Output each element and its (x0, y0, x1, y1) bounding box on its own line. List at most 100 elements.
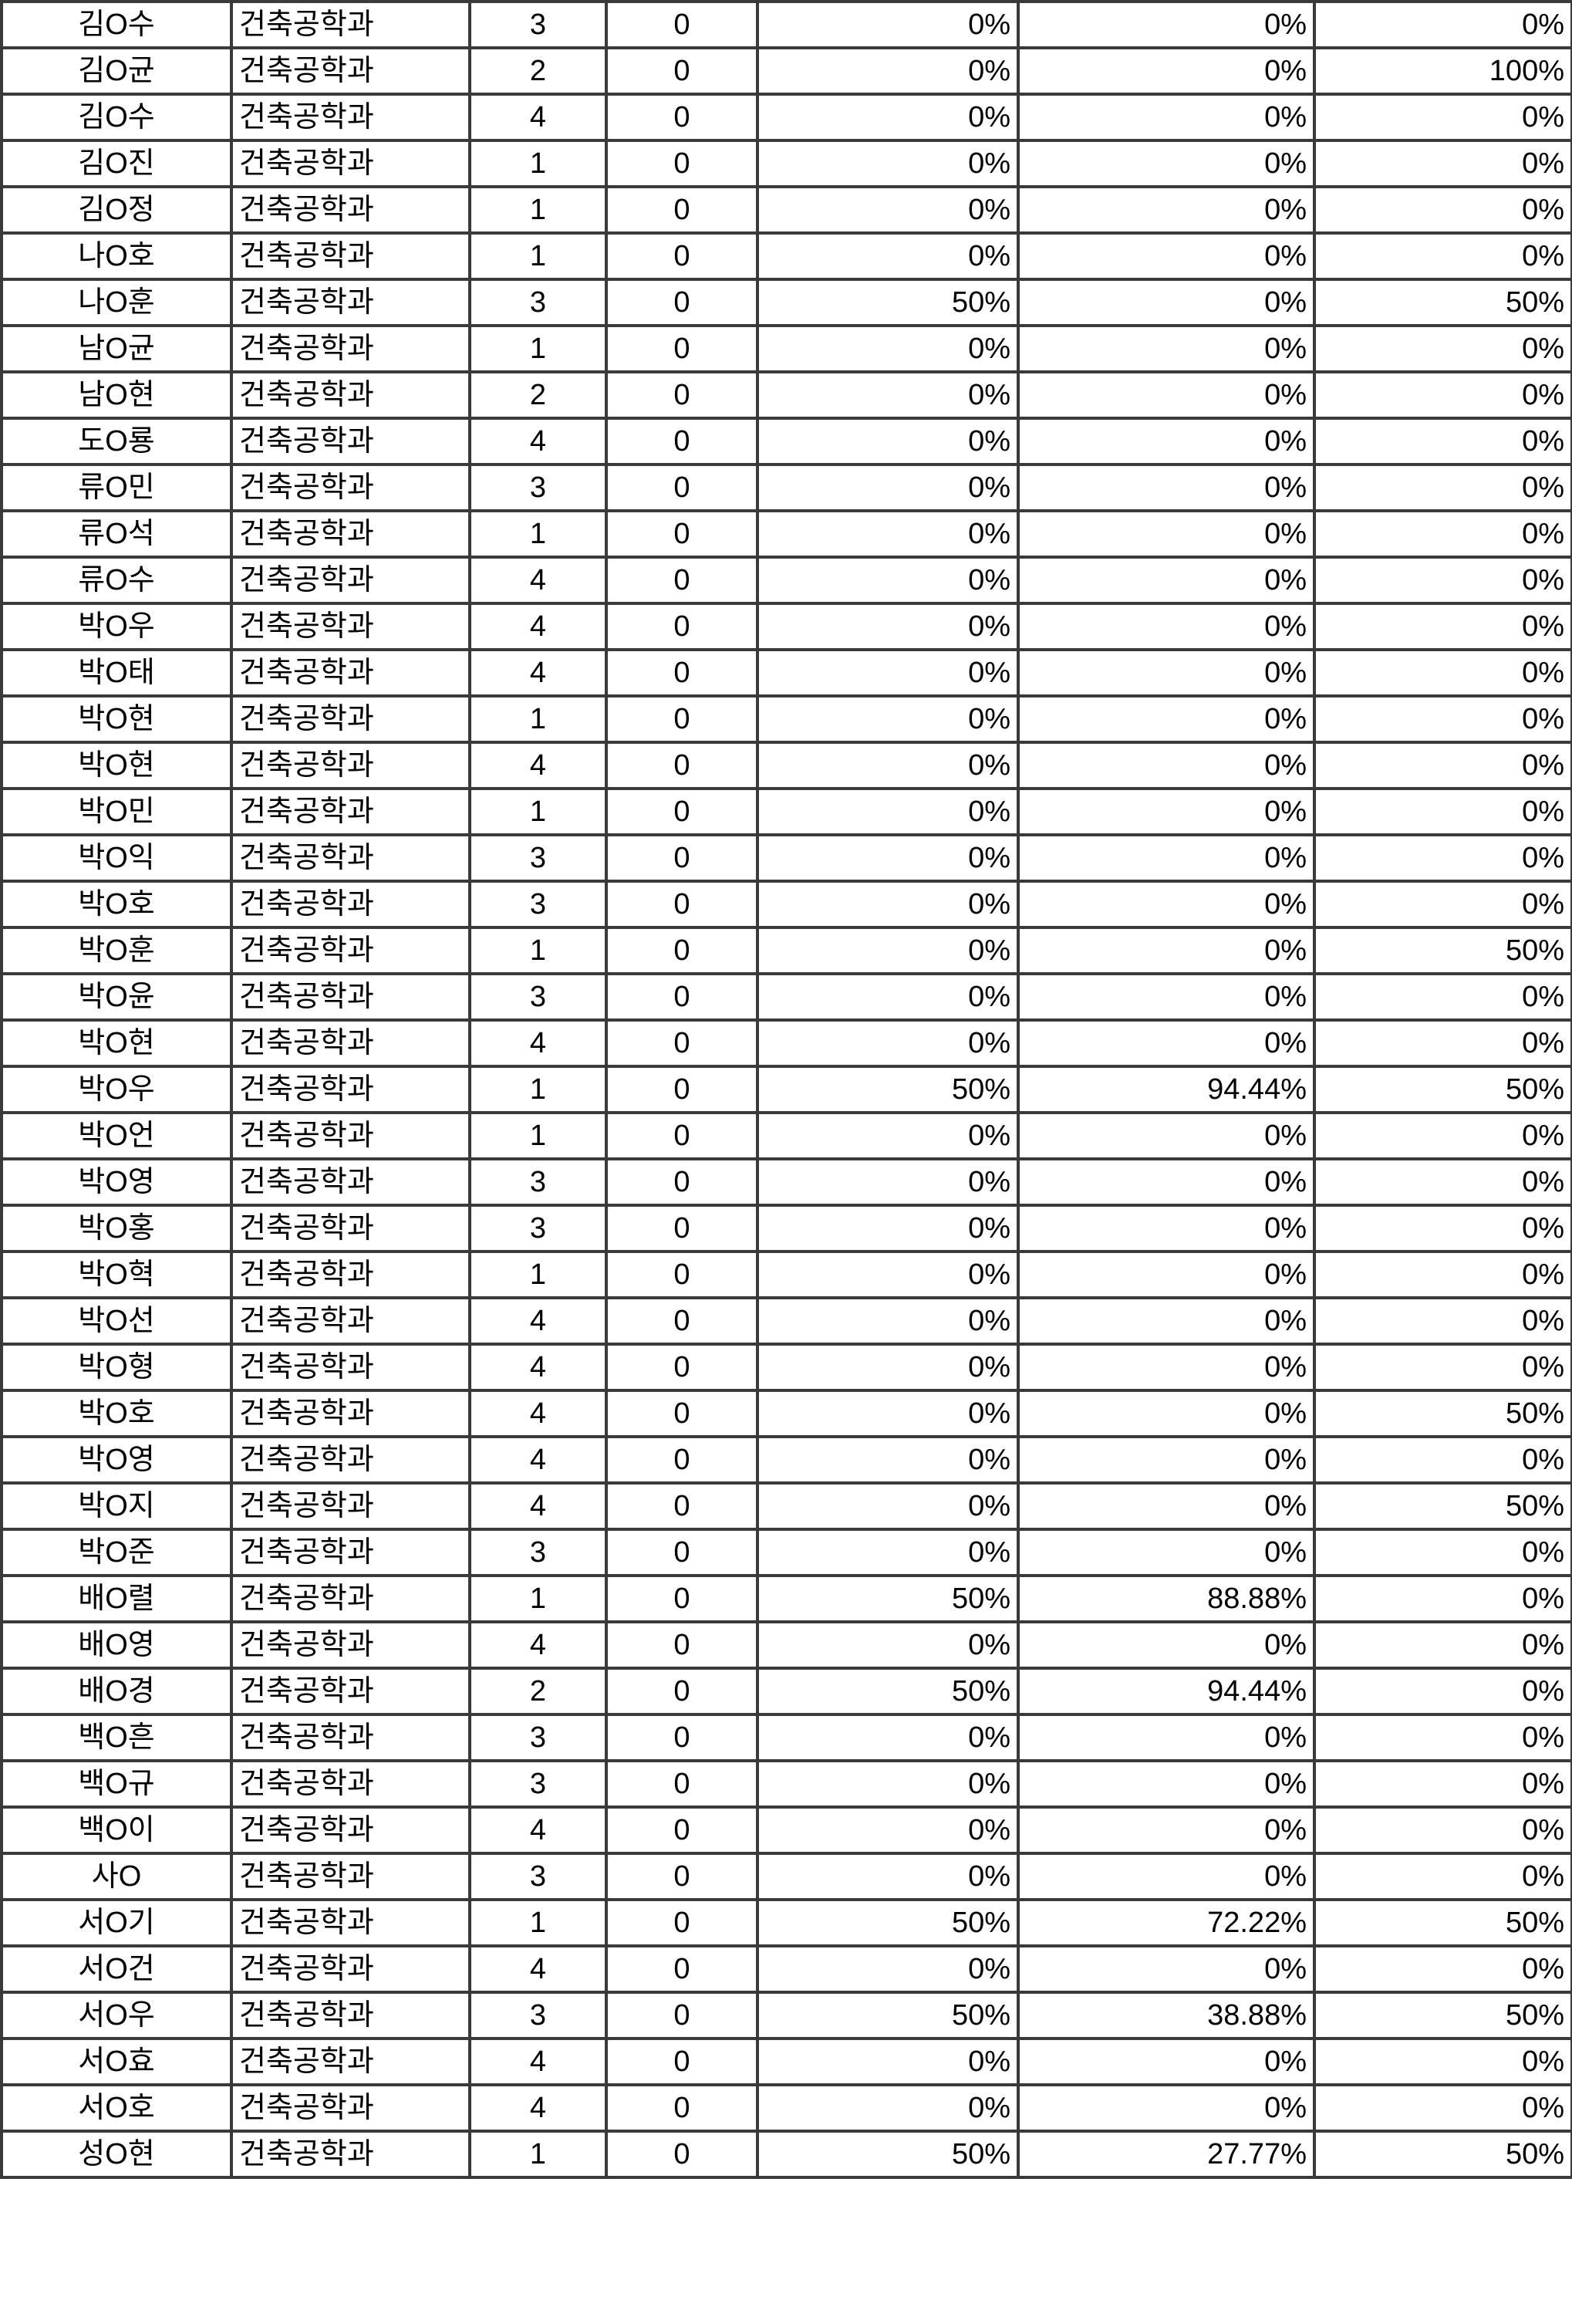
department-cell: 건축공학과 (230, 1018, 471, 1068)
department-cell: 건축공학과 (230, 833, 471, 883)
count-cell: 0 (605, 1250, 759, 1299)
grade-cell: 4 (468, 602, 608, 651)
table-row: 박O홍 건축공학과 3 0 0% 0% 0% (0, 1204, 1572, 1253)
grade-cell: 3 (468, 972, 608, 1022)
rate-cell-2: 0% (1017, 1157, 1316, 1207)
department-cell: 건축공학과 (230, 1481, 471, 1531)
rate-cell-2: 0% (1017, 46, 1316, 96)
rate-cell-3: 0% (1313, 1204, 1572, 1253)
grade-cell: 4 (468, 741, 608, 790)
rate-cell-3: 0% (1313, 972, 1572, 1022)
table-row: 류O민 건축공학과 3 0 0% 0% 0% (0, 463, 1572, 512)
count-cell: 0 (605, 1296, 759, 1346)
rate-cell-1: 0% (756, 972, 1020, 1022)
rate-cell-2: 0% (1017, 787, 1316, 836)
grade-cell: 4 (468, 1343, 608, 1392)
rate-cell-1: 0% (756, 1805, 1020, 1855)
table-row: 박O우 건축공학과 4 0 0% 0% 0% (0, 602, 1572, 651)
rate-cell-3: 50% (1313, 1991, 1572, 2040)
department-cell: 건축공학과 (230, 46, 471, 96)
student-name-cell: 남O현 (0, 370, 233, 420)
rate-cell-3: 0% (1313, 2083, 1572, 2133)
rate-cell-2: 0% (1017, 602, 1316, 651)
rate-cell-1: 50% (756, 1667, 1020, 1716)
rate-cell-1: 0% (756, 602, 1020, 651)
count-cell: 0 (605, 2037, 759, 2086)
rate-cell-3: 0% (1313, 880, 1572, 929)
grade-cell: 4 (468, 1296, 608, 1346)
student-name-cell: 성O현 (0, 2130, 233, 2179)
student-name-cell: 서O건 (0, 1944, 233, 1994)
rate-cell-1: 0% (756, 648, 1020, 698)
rate-cell-1: 0% (756, 46, 1020, 96)
rate-cell-1: 0% (756, 556, 1020, 605)
table-row: 박O민 건축공학과 1 0 0% 0% 0% (0, 787, 1572, 836)
student-name-cell: 박O우 (0, 602, 233, 651)
count-cell: 0 (605, 880, 759, 929)
rate-cell-1: 50% (756, 278, 1020, 327)
table-row: 박O준 건축공학과 3 0 0% 0% 0% (0, 1528, 1572, 1577)
student-name-cell: 박O언 (0, 1111, 233, 1160)
student-name-cell: 박O지 (0, 1481, 233, 1531)
grade-cell: 1 (468, 231, 608, 281)
rate-cell-1: 0% (756, 463, 1020, 512)
count-cell: 0 (605, 1018, 759, 1068)
department-cell: 건축공학과 (230, 787, 471, 836)
rate-cell-2: 0% (1017, 1759, 1316, 1809)
rate-cell-2: 0% (1017, 509, 1316, 559)
rate-cell-3: 100% (1313, 46, 1572, 96)
department-cell: 건축공학과 (230, 1805, 471, 1855)
rate-cell-3: 0% (1313, 370, 1572, 420)
department-cell: 건축공학과 (230, 93, 471, 142)
student-name-cell: 박O현 (0, 741, 233, 790)
rate-cell-3: 0% (1313, 1111, 1572, 1160)
department-cell: 건축공학과 (230, 370, 471, 420)
rate-cell-2: 0% (1017, 1805, 1316, 1855)
rate-cell-2: 0% (1017, 1713, 1316, 1762)
department-cell: 건축공학과 (230, 2037, 471, 2086)
rate-cell-1: 0% (756, 139, 1020, 188)
grade-cell: 1 (468, 1065, 608, 1114)
department-cell: 건축공학과 (230, 0, 471, 49)
student-name-cell: 서O효 (0, 2037, 233, 2086)
grade-cell: 1 (468, 324, 608, 373)
count-cell: 0 (605, 278, 759, 327)
rate-cell-1: 50% (756, 1065, 1020, 1114)
rate-cell-3: 0% (1313, 1944, 1572, 1994)
student-name-cell: 서O우 (0, 1991, 233, 2040)
count-cell: 0 (605, 602, 759, 651)
department-cell: 건축공학과 (230, 1250, 471, 1299)
rate-cell-3: 0% (1313, 741, 1572, 790)
grade-cell: 4 (468, 1805, 608, 1855)
count-cell: 0 (605, 1667, 759, 1716)
rate-cell-3: 0% (1313, 185, 1572, 235)
rate-cell-3: 0% (1313, 1667, 1572, 1716)
count-cell: 0 (605, 2083, 759, 2133)
rate-cell-3: 0% (1313, 556, 1572, 605)
department-cell: 건축공학과 (230, 1667, 471, 1716)
grade-cell: 2 (468, 370, 608, 420)
rate-cell-2: 0% (1017, 1111, 1316, 1160)
rate-cell-1: 0% (756, 880, 1020, 929)
rate-cell-1: 0% (756, 93, 1020, 142)
rate-cell-2: 0% (1017, 2083, 1316, 2133)
grade-cell: 4 (468, 1435, 608, 1485)
rate-cell-1: 0% (756, 1389, 1020, 1438)
rate-cell-2: 0% (1017, 231, 1316, 281)
department-cell: 건축공학과 (230, 556, 471, 605)
rate-cell-1: 0% (756, 1759, 1020, 1809)
table-row: 박O혁 건축공학과 1 0 0% 0% 0% (0, 1250, 1572, 1299)
count-cell: 0 (605, 1389, 759, 1438)
grade-cell: 4 (468, 556, 608, 605)
student-name-cell: 박O현 (0, 1018, 233, 1068)
rate-cell-3: 0% (1313, 694, 1572, 744)
rate-cell-2: 0% (1017, 417, 1316, 466)
rate-cell-2: 0% (1017, 556, 1316, 605)
count-cell: 0 (605, 93, 759, 142)
table-row: 박O호 건축공학과 4 0 0% 0% 50% (0, 1389, 1572, 1438)
count-cell: 0 (605, 1852, 759, 1901)
grade-cell: 3 (468, 1204, 608, 1253)
department-cell: 건축공학과 (230, 972, 471, 1022)
department-cell: 건축공학과 (230, 694, 471, 744)
rate-cell-2: 94.44% (1017, 1065, 1316, 1114)
